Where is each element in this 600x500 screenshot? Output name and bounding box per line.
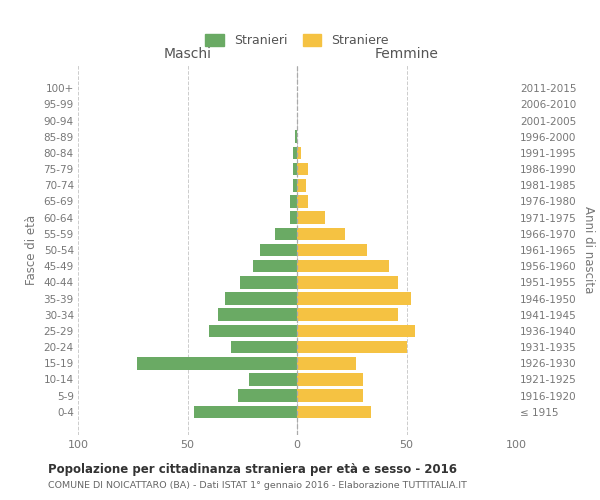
Bar: [297, 324, 415, 337]
Bar: [297, 341, 407, 353]
Bar: [295, 130, 297, 143]
Bar: [297, 146, 301, 159]
Bar: [297, 373, 362, 386]
Bar: [297, 390, 362, 402]
Bar: [297, 244, 367, 256]
Y-axis label: Anni di nascita: Anni di nascita: [583, 206, 595, 294]
Bar: [238, 390, 297, 402]
Bar: [218, 308, 297, 321]
Bar: [290, 212, 297, 224]
Text: Popolazione per cittadinanza straniera per età e sesso - 2016: Popolazione per cittadinanza straniera p…: [48, 462, 457, 475]
Bar: [137, 357, 297, 370]
Bar: [194, 406, 297, 418]
Bar: [297, 179, 306, 192]
Bar: [249, 373, 297, 386]
Bar: [297, 276, 398, 288]
Bar: [260, 244, 297, 256]
Text: Maschi: Maschi: [163, 48, 212, 62]
Bar: [240, 276, 297, 288]
Bar: [297, 212, 325, 224]
Bar: [297, 228, 345, 240]
Text: Femmine: Femmine: [374, 48, 439, 62]
Bar: [297, 357, 356, 370]
Legend: Stranieri, Straniere: Stranieri, Straniere: [205, 34, 389, 47]
Bar: [275, 228, 297, 240]
Text: COMUNE DI NOICATTARO (BA) - Dati ISTAT 1° gennaio 2016 - Elaborazione TUTTITALIA: COMUNE DI NOICATTARO (BA) - Dati ISTAT 1…: [48, 481, 467, 490]
Bar: [297, 406, 371, 418]
Bar: [297, 195, 308, 208]
Bar: [293, 179, 297, 192]
Bar: [297, 292, 411, 305]
Bar: [290, 195, 297, 208]
Bar: [297, 260, 389, 272]
Bar: [232, 341, 297, 353]
Bar: [293, 146, 297, 159]
Bar: [253, 260, 297, 272]
Bar: [293, 163, 297, 175]
Bar: [209, 324, 297, 337]
Bar: [297, 163, 308, 175]
Bar: [225, 292, 297, 305]
Y-axis label: Fasce di età: Fasce di età: [25, 215, 38, 285]
Bar: [297, 308, 398, 321]
